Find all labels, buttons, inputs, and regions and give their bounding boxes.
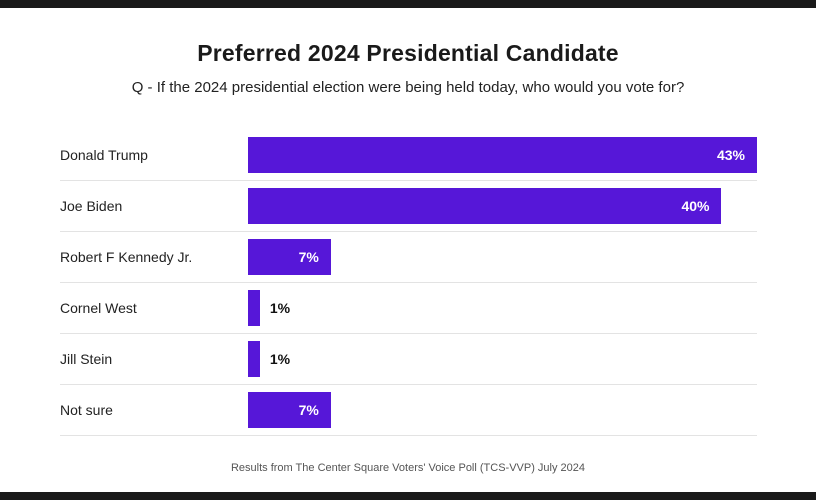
bar-label: Not sure bbox=[60, 402, 113, 418]
bar-track: 1% bbox=[248, 290, 757, 326]
bar-fill bbox=[248, 341, 260, 377]
chart-subtitle: Q - If the 2024 presidential election we… bbox=[131, 79, 685, 96]
bar-value-outside: 1% bbox=[269, 300, 291, 316]
bar-chart: Donald Trump 43% Joe Biden 40% Robert F … bbox=[60, 130, 757, 436]
bar-row: Cornel West 1% bbox=[60, 283, 757, 334]
bar-track: 40% bbox=[248, 188, 757, 224]
bar-track: 7% bbox=[248, 239, 757, 275]
bar-fill: 7% bbox=[248, 239, 331, 275]
bar-fill: 7% bbox=[248, 392, 331, 428]
chart-header: Preferred 2024 Presidential Candidate Q … bbox=[0, 0, 816, 96]
bar-fill bbox=[248, 290, 260, 326]
bar-fill: 43% bbox=[248, 137, 757, 173]
bar-label: Donald Trump bbox=[60, 147, 148, 163]
top-border bbox=[0, 0, 816, 8]
bar-row: Robert F Kennedy Jr. 7% bbox=[60, 232, 757, 283]
bar-value-inside: 7% bbox=[298, 402, 319, 418]
bar-row: Joe Biden 40% bbox=[60, 181, 757, 232]
bar-row: Donald Trump 43% bbox=[60, 130, 757, 181]
bottom-border bbox=[0, 492, 816, 500]
bar-value-outside: 1% bbox=[269, 351, 291, 367]
chart-title: Preferred 2024 Presidential Candidate bbox=[197, 40, 619, 66]
bar-track: 1% bbox=[248, 341, 757, 377]
bar-label: Joe Biden bbox=[60, 198, 123, 214]
bar-value-inside: 7% bbox=[298, 249, 319, 265]
bar-track: 43% bbox=[248, 137, 757, 173]
bar-row: Not sure 7% bbox=[60, 385, 757, 436]
bar-label: Robert F Kennedy Jr. bbox=[60, 249, 193, 265]
bar-value-inside: 43% bbox=[716, 147, 745, 163]
bar-row: Jill Stein 1% bbox=[60, 334, 757, 385]
chart-footer: Results from The Center Square Voters' V… bbox=[0, 458, 816, 476]
source-note: Results from The Center Square Voters' V… bbox=[230, 462, 586, 474]
bar-label: Cornel West bbox=[60, 300, 137, 316]
bar-fill: 40% bbox=[248, 188, 722, 224]
bar-value-inside: 40% bbox=[681, 198, 710, 214]
bar-label: Jill Stein bbox=[60, 351, 113, 367]
bar-track: 7% bbox=[248, 392, 757, 428]
